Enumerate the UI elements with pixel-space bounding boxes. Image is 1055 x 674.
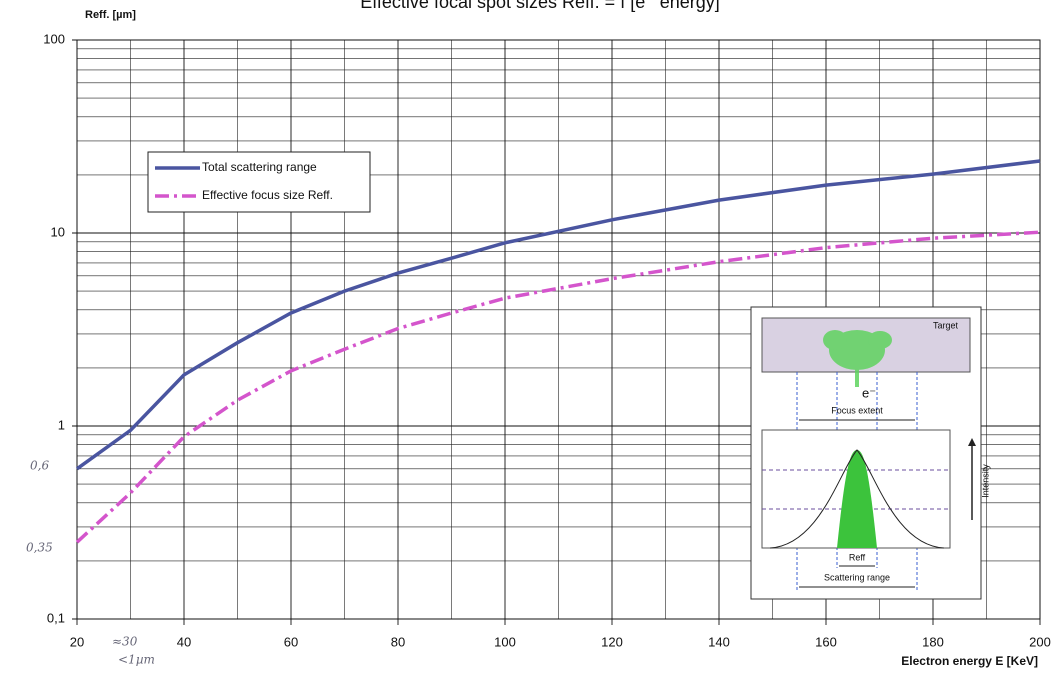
x-tick-label: 60 — [284, 634, 298, 649]
inset-diagram: Target e⁻ Focus extent Intensity Reff Sc… — [751, 307, 990, 599]
x-tick-label: 140 — [708, 634, 730, 649]
x-tick-label: 100 — [494, 634, 516, 649]
inset-label: Target — [933, 320, 959, 330]
legend-label: Effective focus size Reff. — [202, 188, 333, 202]
y-tick-label: 1 — [58, 417, 65, 432]
inset-label: e⁻ — [862, 385, 876, 400]
x-tick-label: 20 — [70, 634, 84, 649]
legend: Total scattering range Effective focus si… — [148, 152, 370, 212]
chart-title: Effective focal spot sizes Reff. = f [e⁻… — [360, 0, 720, 12]
x-axis-label: Electron energy E [KeV] — [901, 654, 1038, 668]
annotation: ≈30 — [112, 635, 138, 649]
inset-label: Focus extent — [831, 405, 883, 415]
x-tick-label: 120 — [601, 634, 623, 649]
inset-label: Intensity — [980, 464, 990, 498]
chart: Effective focal spot sizes Reff. = f [e⁻… — [0, 0, 1055, 674]
y-tick-label: 10 — [51, 224, 65, 239]
annotation: 0,6 — [30, 459, 49, 473]
y-tick-label: 100 — [43, 31, 65, 46]
y-axis-label: Reff. [µm] — [85, 9, 136, 21]
x-tick-label: 160 — [815, 634, 837, 649]
x-tick-label: 180 — [922, 634, 944, 649]
legend-label: Total scattering range — [202, 160, 317, 174]
inset-label: Scattering range — [824, 572, 890, 582]
x-tick-label: 40 — [177, 634, 191, 649]
x-tick-label: 80 — [391, 634, 405, 649]
annotation: 0,35 — [26, 541, 53, 555]
inset-label: Reff — [849, 552, 866, 562]
y-tick-label: 0,1 — [47, 610, 65, 625]
annotation: <1µm — [118, 653, 155, 667]
x-tick-label: 200 — [1029, 634, 1051, 649]
